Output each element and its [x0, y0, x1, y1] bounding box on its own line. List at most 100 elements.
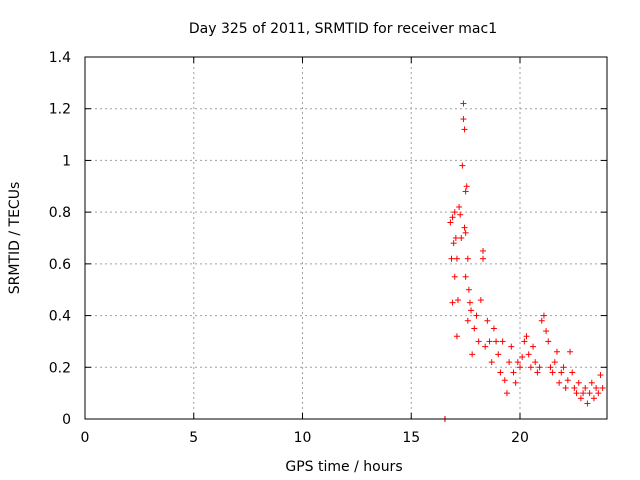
- data-point: [450, 240, 457, 247]
- y-tick-label: 1: [62, 153, 71, 169]
- data-point: [543, 328, 550, 335]
- data-point: [538, 317, 545, 324]
- data-point: [447, 219, 454, 226]
- data-point: [480, 247, 487, 254]
- data-point: [461, 126, 468, 133]
- data-point: [560, 364, 567, 371]
- data-point: [586, 390, 593, 397]
- data-point: [475, 338, 482, 345]
- data-point: [595, 390, 602, 397]
- grid-lines: [85, 57, 607, 419]
- data-point: [457, 211, 464, 218]
- data-point: [571, 384, 578, 391]
- data-point: [451, 273, 458, 280]
- data-point: [575, 379, 582, 386]
- data-point: [469, 351, 476, 358]
- data-point: [449, 214, 456, 221]
- data-point: [567, 348, 574, 355]
- data-point: [490, 325, 497, 332]
- data-point: [577, 395, 584, 402]
- data-point: [506, 359, 513, 366]
- data-point: [597, 372, 604, 379]
- x-tick-label: 0: [81, 430, 90, 446]
- data-point: [462, 188, 469, 195]
- data-point: [462, 229, 469, 236]
- data-point: [580, 390, 587, 397]
- plot-frame: [84, 56, 608, 420]
- data-point: [448, 255, 455, 262]
- data-point: [456, 203, 463, 210]
- data-point: [453, 255, 460, 262]
- y-tick-label: 0.8: [49, 205, 71, 221]
- data-point: [459, 162, 466, 169]
- x-tick-label: 5: [189, 430, 198, 446]
- y-tick-label: 0: [62, 412, 71, 428]
- data-point: [599, 384, 606, 391]
- data-point: [588, 379, 595, 386]
- data-point: [549, 369, 556, 376]
- data-point: [512, 379, 519, 386]
- data-point: [484, 317, 491, 324]
- data-point: [562, 384, 569, 391]
- data-point: [540, 312, 547, 319]
- data-point: [569, 369, 576, 376]
- data-point: [503, 390, 510, 397]
- data-point: [452, 235, 459, 241]
- y-axis-label: SRMTID / TECUs: [7, 182, 23, 295]
- data-point: [573, 390, 580, 397]
- data-point: [462, 273, 469, 280]
- data-point: [532, 359, 539, 366]
- data-point: [590, 395, 597, 402]
- data-point: [517, 364, 523, 371]
- data-point: [530, 343, 537, 350]
- data-point: [458, 235, 465, 241]
- data-point: [453, 333, 460, 340]
- data-point: [545, 338, 552, 345]
- x-tick-label: 20: [511, 430, 529, 446]
- data-point: [463, 183, 470, 190]
- data-point: [461, 224, 468, 231]
- data-point: [521, 338, 528, 345]
- data-point: [464, 255, 471, 262]
- data-point: [460, 116, 467, 123]
- data-point: [464, 317, 471, 324]
- data-point: [510, 369, 517, 376]
- data-point: [582, 384, 589, 391]
- data-point: [593, 384, 600, 391]
- data-point: [547, 364, 554, 371]
- data-point: [465, 286, 472, 293]
- data-point: [488, 359, 495, 366]
- data-point: [553, 348, 560, 355]
- data-point: [514, 359, 521, 366]
- axis-ticks: 0 5 10 15 20 0 0.2 0.4 0.6 0.8 1 1.2 1.4: [49, 50, 607, 446]
- data-point: [536, 364, 543, 371]
- data-points: [441, 100, 606, 422]
- data-point: [466, 299, 473, 306]
- data-point: [501, 377, 508, 384]
- data-point: [508, 343, 515, 350]
- data-point: [468, 307, 475, 314]
- y-tick-label: 1.4: [49, 50, 71, 66]
- data-point: [497, 369, 504, 376]
- chart-title: Day 325 of 2011, SRMTID for receiver mac…: [189, 21, 497, 37]
- data-point: [477, 297, 484, 304]
- data-point: [584, 400, 591, 407]
- data-point: [558, 369, 565, 376]
- data-point: [495, 351, 502, 358]
- y-tick-label: 1.2: [49, 102, 71, 118]
- x-axis-label: GPS time / hours: [285, 459, 402, 475]
- data-point: [499, 338, 506, 345]
- data-point: [556, 379, 563, 386]
- data-point: [493, 338, 500, 345]
- data-point: [482, 343, 489, 350]
- data-point: [471, 325, 478, 332]
- data-point: [455, 297, 462, 304]
- data-point: [451, 209, 458, 216]
- data-point: [460, 100, 467, 107]
- y-tick-label: 0.2: [49, 360, 71, 376]
- data-point: [486, 338, 493, 345]
- x-tick-label: 15: [402, 430, 420, 446]
- y-tick-label: 0.4: [49, 309, 71, 325]
- data-point: [564, 377, 571, 384]
